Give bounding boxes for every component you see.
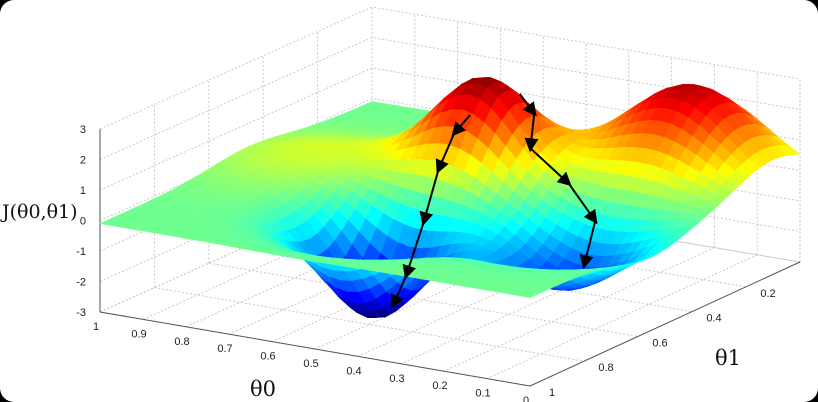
axis-line <box>529 261 801 387</box>
x-tick-label: 0.7 <box>217 343 232 355</box>
grid-line <box>208 262 639 337</box>
x-tick-label: 0.6 <box>260 351 275 363</box>
cost-surface <box>98 77 801 319</box>
descent-step-arrow <box>567 183 598 225</box>
y-tick-label: 0.6 <box>652 337 667 349</box>
grid-line <box>486 254 758 380</box>
descent-step-arrow <box>402 221 425 280</box>
descent-step-arrow <box>451 114 471 137</box>
descent-step-arrow <box>419 169 440 227</box>
z-tick-label: 3 <box>80 124 86 136</box>
surface-patch <box>518 292 538 298</box>
x-axis-label: θ0 <box>250 377 276 401</box>
z-tick-label: 1 <box>80 185 86 197</box>
x-tick-label: 1 <box>93 321 99 333</box>
descent-step-arrow <box>579 220 597 270</box>
grid-line <box>443 247 715 372</box>
descent-step-arrow <box>519 93 537 117</box>
descent-step-arrow <box>524 113 539 153</box>
y-tick-label: 0.2 <box>760 288 775 300</box>
x-tick-label: 0.2 <box>432 380 447 392</box>
x-tick-label: 0.4 <box>346 365 361 377</box>
z-tick-label: -2 <box>76 277 86 289</box>
descent-paths <box>390 93 598 309</box>
x-tick-label: 0.3 <box>389 373 404 385</box>
descent-step-arrow <box>529 147 572 187</box>
x-tick-label: 0 <box>523 395 529 402</box>
z-tick-label: -1 <box>76 246 86 258</box>
descent-step-arrow <box>435 132 456 174</box>
z-tick-label: 0 <box>80 216 86 228</box>
y-tick-label: 1 <box>549 387 555 399</box>
tick-labels: 3 2 1 0 -1 -2 -3 1 0.9 0.8 0.7 0.6 0.5 0.4 0.3 0.2 0.1 0 0… <box>76 124 775 402</box>
y-tick-label: 0.4 <box>706 313 721 325</box>
axis-line <box>99 311 531 387</box>
y-axis-label: θ1 <box>715 346 741 370</box>
descent-step-arrow <box>390 275 408 309</box>
x-tick-label: 0.5 <box>303 358 318 370</box>
x-tick-label: 0.9 <box>131 328 146 340</box>
z-tick-label: -3 <box>76 307 86 319</box>
y-tick-label: 0.8 <box>598 362 613 374</box>
grid-line <box>154 287 585 362</box>
z-axis-label: J(θ0,θ1) <box>0 201 78 223</box>
z-tick-label: 2 <box>80 155 86 167</box>
x-tick-label: 0.8 <box>174 336 189 348</box>
x-tick-label: 0.1 <box>475 388 490 400</box>
